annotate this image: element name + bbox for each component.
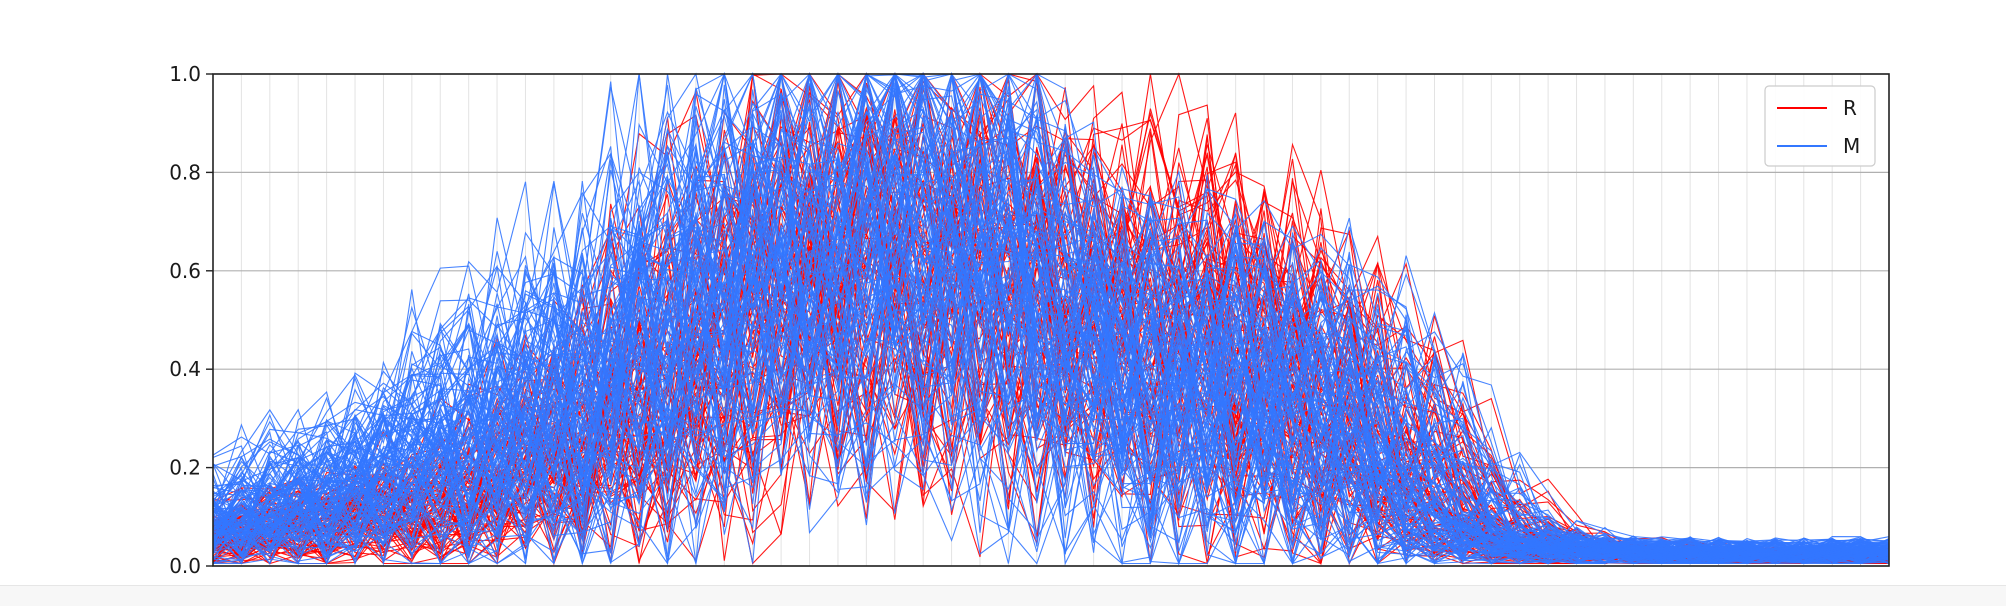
series-line-m (212, 216, 1890, 566)
series-line-m (212, 200, 1890, 566)
legend-label-r: R (1843, 96, 1857, 120)
y-tick-label: 0.8 (169, 160, 201, 184)
series-line-m (212, 140, 1890, 559)
y-tick-label: 0.0 (169, 554, 201, 578)
series-line-m (212, 171, 1890, 563)
series-line-m (212, 73, 1890, 558)
y-tick-label: 0.4 (169, 357, 201, 381)
y-tick-label: 1.0 (169, 62, 201, 86)
series-lines (212, 71, 1890, 566)
legend: R M (1764, 85, 1876, 167)
series-line-m (212, 72, 1890, 558)
y-tick-label: 0.6 (169, 259, 201, 283)
series-line-m (212, 164, 1890, 565)
series-line-m (212, 191, 1890, 566)
series-line-m (212, 97, 1890, 561)
y-axis: 0.0 0.2 0.4 0.6 0.8 1.0 (169, 62, 213, 578)
y-tick-label: 0.2 (169, 456, 201, 480)
plot-frame (212, 73, 1890, 567)
series-line-m (212, 108, 1890, 564)
series-line-m (212, 198, 1890, 565)
series-line-m (212, 134, 1890, 565)
series-line-m (212, 153, 1890, 566)
legend-label-m: M (1843, 134, 1860, 158)
series-line-m (212, 268, 1890, 565)
series-line-m (212, 82, 1890, 558)
series-m (212, 71, 1890, 566)
bottom-strip (0, 585, 2006, 606)
series-line-m (212, 207, 1890, 566)
